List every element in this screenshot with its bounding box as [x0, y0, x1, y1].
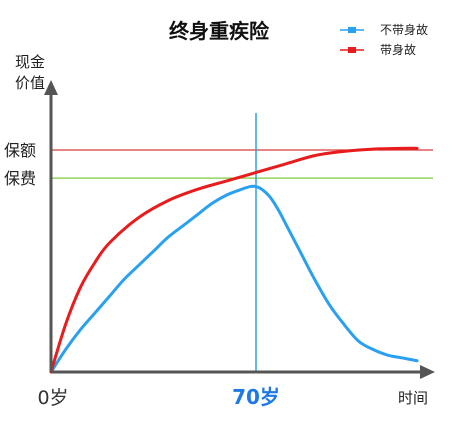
x-tick-label-0: 0岁	[37, 387, 68, 409]
legend-marker-1	[348, 47, 356, 53]
y-axis-label-line-1: 现金	[15, 53, 45, 71]
chart-title: 终身重疾险	[169, 19, 270, 43]
series-line-without-death-benefit	[49, 184, 419, 374]
legend-label-1: 带身故	[380, 42, 416, 57]
x-axis-arrow-icon	[420, 365, 435, 379]
legend-marker-0	[348, 27, 356, 33]
reference-label-premium: 保费	[4, 169, 36, 188]
x-ticks: 0岁 70岁	[37, 385, 279, 409]
series-layer	[49, 146, 419, 374]
legend-label-0: 不带身故	[380, 22, 428, 37]
x-axis-label: 时间	[398, 389, 428, 407]
x-tick-label-1: 70岁	[232, 385, 280, 409]
reference-label-coverage: 保额	[4, 141, 36, 160]
series-line-with-death-benefit	[49, 146, 419, 374]
y-axis-arrow-icon	[44, 80, 58, 95]
y-axis-label-line-2: 价值	[15, 74, 45, 92]
